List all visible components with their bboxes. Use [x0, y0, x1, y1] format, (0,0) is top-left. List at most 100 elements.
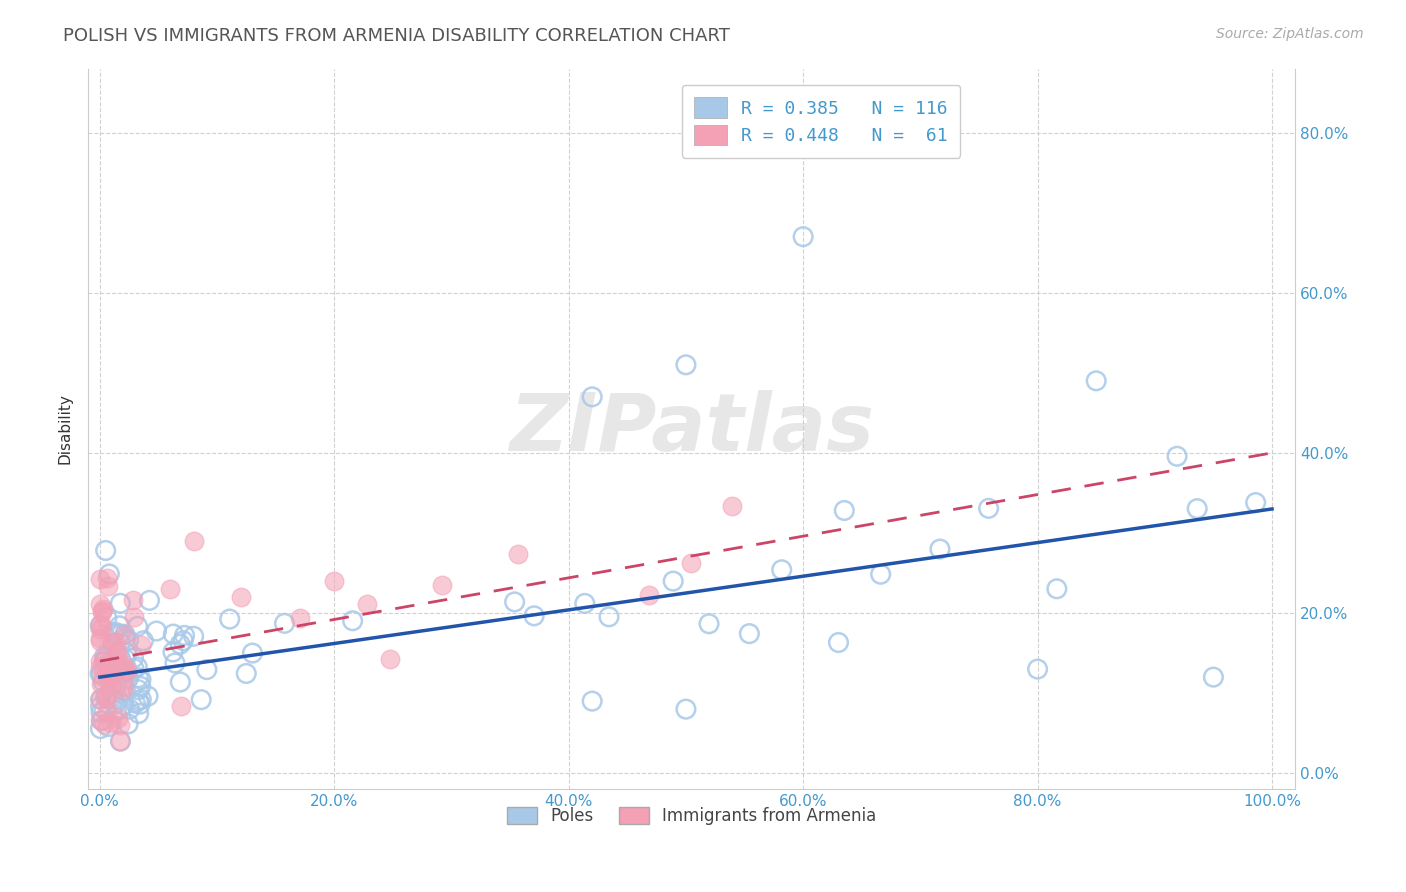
Text: POLISH VS IMMIGRANTS FROM ARMENIA DISABILITY CORRELATION CHART: POLISH VS IMMIGRANTS FROM ARMENIA DISABI…	[63, 27, 730, 45]
Point	[114, 683, 136, 698]
Point	[110, 718, 132, 732]
Point	[114, 652, 136, 666]
Point	[117, 672, 139, 686]
Point	[827, 635, 849, 649]
Point	[720, 500, 742, 514]
Point	[675, 358, 697, 372]
Point	[89, 572, 111, 586]
Point	[323, 574, 346, 588]
Point	[107, 692, 129, 706]
Point	[218, 612, 240, 626]
Point	[90, 706, 112, 720]
Point	[112, 698, 135, 712]
Point	[97, 670, 120, 684]
Point	[1244, 495, 1267, 509]
Point	[107, 627, 129, 641]
Point	[581, 694, 603, 708]
Point	[89, 622, 111, 636]
Point	[89, 631, 111, 645]
Point	[662, 574, 685, 588]
Point	[273, 616, 295, 631]
Point	[503, 595, 526, 609]
Point	[98, 670, 121, 684]
Point	[190, 692, 212, 706]
Point	[104, 635, 127, 649]
Point	[96, 669, 118, 683]
Point	[129, 692, 152, 706]
Point	[675, 702, 697, 716]
Point	[101, 682, 124, 697]
Point	[93, 654, 115, 668]
Point	[1026, 662, 1049, 676]
Point	[89, 634, 111, 648]
Point	[91, 674, 114, 689]
Point	[94, 690, 117, 705]
Point	[93, 649, 115, 664]
Point	[110, 734, 132, 748]
Point	[107, 710, 129, 724]
Point	[128, 693, 150, 707]
Point	[89, 713, 111, 727]
Point	[89, 660, 111, 674]
Point	[128, 706, 150, 721]
Point	[97, 579, 120, 593]
Point	[96, 611, 118, 625]
Point	[122, 661, 145, 675]
Point	[90, 604, 112, 618]
Point	[115, 662, 138, 676]
Point	[94, 651, 117, 665]
Point	[129, 697, 152, 711]
Point	[172, 633, 194, 648]
Point	[792, 229, 814, 244]
Y-axis label: Disability: Disability	[58, 393, 72, 465]
Point	[129, 680, 152, 694]
Point	[91, 605, 114, 619]
Legend: Poles, Immigrants from Armenia: Poles, Immigrants from Armenia	[498, 797, 886, 835]
Point	[111, 660, 134, 674]
Point	[96, 666, 118, 681]
Point	[118, 702, 141, 716]
Point	[136, 689, 159, 703]
Point	[89, 722, 111, 736]
Point	[111, 657, 134, 672]
Point	[105, 652, 128, 666]
Point	[98, 668, 121, 682]
Point	[1185, 501, 1208, 516]
Point	[108, 703, 131, 717]
Point	[869, 567, 891, 582]
Point	[1085, 374, 1108, 388]
Point	[114, 627, 136, 641]
Point	[523, 608, 546, 623]
Point	[89, 617, 111, 632]
Text: Source: ZipAtlas.com: Source: ZipAtlas.com	[1216, 27, 1364, 41]
Point	[122, 651, 145, 665]
Point	[508, 547, 530, 561]
Point	[96, 692, 118, 706]
Point	[117, 671, 139, 685]
Point	[89, 597, 111, 611]
Point	[93, 717, 115, 731]
Point	[110, 627, 132, 641]
Point	[104, 680, 127, 694]
Point	[173, 628, 195, 642]
Point	[170, 698, 193, 713]
Point	[110, 596, 132, 610]
Point	[89, 654, 111, 668]
Point	[127, 682, 149, 697]
Point	[342, 614, 364, 628]
Point	[111, 683, 134, 698]
Point	[98, 566, 121, 581]
Point	[90, 666, 112, 681]
Point	[127, 660, 149, 674]
Point	[94, 543, 117, 558]
Text: ZIPatlas: ZIPatlas	[509, 390, 875, 468]
Point	[638, 588, 661, 602]
Point	[100, 679, 122, 693]
Point	[105, 676, 128, 690]
Point	[129, 673, 152, 687]
Point	[98, 673, 121, 687]
Point	[288, 611, 311, 625]
Point	[169, 637, 191, 651]
Point	[104, 645, 127, 659]
Point	[101, 668, 124, 682]
